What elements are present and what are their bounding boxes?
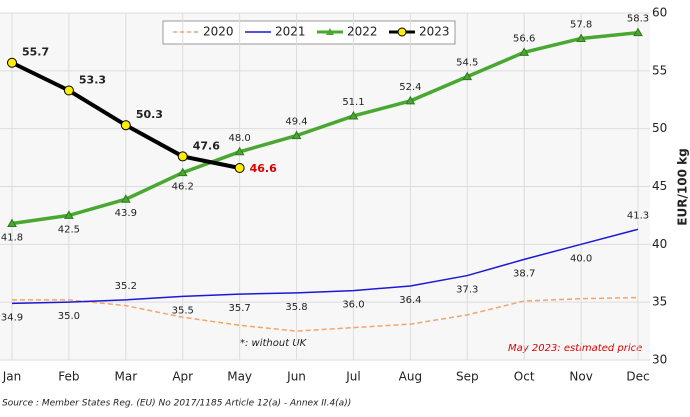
value-label: 41.3: [627, 210, 649, 221]
marker: [64, 210, 74, 219]
value-label: 37.3: [456, 285, 478, 296]
legend-box: [162, 20, 456, 45]
y-tick-label: 55: [652, 63, 667, 77]
marker: [234, 146, 245, 156]
value-label: 46.2: [172, 182, 194, 193]
x-tick-label: Jul: [345, 370, 360, 384]
value-label: 52.4: [399, 82, 421, 93]
series-line: [11, 228, 639, 305]
marker: [462, 71, 473, 81]
x-tick-label: Sep: [456, 370, 479, 384]
y-tick-label: 45: [652, 179, 667, 193]
y-tick-label: 35: [652, 295, 667, 309]
value-label: 38.7: [513, 268, 535, 279]
value-label: 36.4: [399, 295, 421, 306]
value-label: 54.5: [456, 58, 478, 69]
x-tick-label: Feb: [58, 370, 79, 384]
value-label: 48.0: [229, 133, 251, 144]
value-label: 50.3: [136, 108, 163, 121]
y-axis-label: EUR/100 kg: [676, 148, 690, 225]
annotation: *: without UK: [240, 338, 308, 349]
value-label: 35.8: [285, 302, 307, 313]
x-tick-label: Apr: [172, 370, 193, 384]
marker: [177, 151, 188, 162]
marker: [120, 194, 131, 203]
value-label: 55.7: [22, 46, 49, 59]
value-label: 35.7: [229, 303, 251, 314]
y-tick-label: 50: [652, 121, 667, 135]
x-tick-label: Jun: [286, 370, 306, 384]
value-label: 51.1: [342, 97, 364, 108]
value-label: 43.9: [115, 208, 137, 219]
marker: [519, 47, 530, 56]
marker: [120, 120, 131, 131]
marker: [348, 110, 359, 120]
value-label: 41.8: [1, 233, 23, 244]
value-label: 49.4: [285, 117, 307, 128]
value-label: 34.9: [1, 312, 23, 323]
marker: [7, 218, 17, 228]
value-label: 35.5: [172, 305, 194, 316]
x-tick-label: Aug: [399, 370, 422, 384]
value-label: 35.2: [115, 281, 137, 292]
x-tick-label: Oct: [514, 370, 535, 384]
value-label: 36.0: [342, 300, 364, 311]
legend-label: 2022: [347, 25, 378, 39]
value-label: 53.3: [79, 73, 106, 86]
marker: [177, 167, 188, 177]
value-label: 56.6: [513, 33, 535, 44]
x-tick-label: May: [227, 370, 252, 384]
marker: [405, 95, 416, 105]
legend-label: 2020: [203, 25, 234, 39]
value-label: 40.0: [570, 253, 592, 264]
y-tick-label: 60: [652, 6, 667, 20]
value-label: 35.0: [58, 311, 80, 322]
y-tick-label: 40: [652, 237, 667, 251]
x-tick-label: Mar: [114, 370, 137, 384]
series-line: [12, 296, 639, 332]
value-label: 57.8: [570, 19, 592, 30]
marker: [633, 27, 643, 37]
annotation: May 2023: estimated price: [508, 343, 642, 354]
marker: [7, 57, 17, 68]
marker: [291, 130, 302, 140]
series-line: [11, 30, 639, 226]
value-label: 47.6: [193, 139, 220, 152]
legend-label: 2023: [419, 25, 450, 39]
value-label: 46.6: [250, 162, 277, 175]
legend-marker: [326, 28, 334, 35]
value-label: 58.3: [627, 14, 649, 25]
grid: [0, 12, 650, 361]
legend-label: 2021: [275, 25, 306, 39]
legend-marker: [397, 27, 407, 37]
x-tick-label: Nov: [569, 370, 592, 384]
source: Source : Member States Reg. (EU) No 2017…: [2, 399, 351, 409]
x-tick-label: Dec: [626, 370, 649, 384]
marker: [63, 85, 74, 96]
value-label: 42.5: [58, 224, 80, 235]
marker: [234, 162, 245, 173]
y-tick-label: 30: [652, 353, 667, 367]
marker: [576, 33, 586, 42]
x-tick-label: Jan: [2, 370, 22, 384]
